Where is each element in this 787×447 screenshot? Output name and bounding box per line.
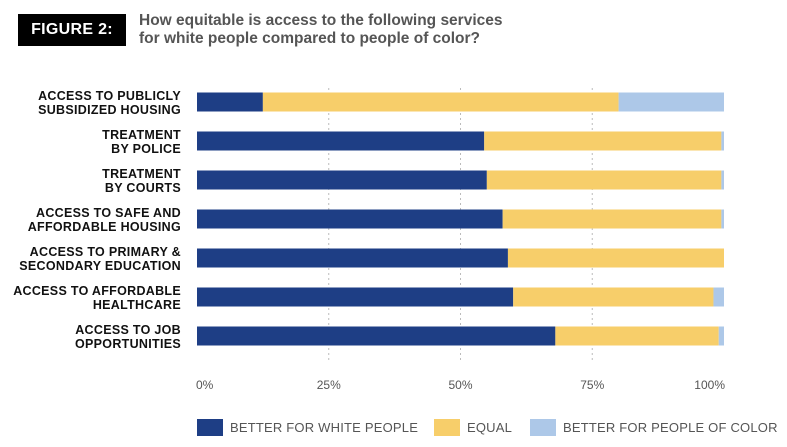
- legend-swatch-better-white: [197, 419, 223, 436]
- x-tick-label-0: 0%: [196, 378, 214, 392]
- category-label-6-line-2: HEALTHCARE: [93, 298, 181, 312]
- chart-title-line-2: for white people compared to people of c…: [139, 30, 481, 47]
- bar-segment-1-2: [262, 92, 619, 112]
- bar-segment-2-1: [197, 131, 485, 151]
- category-label-1-line-2: SUBSIDIZED HOUSING: [38, 103, 181, 117]
- bar-segment-1-3: [618, 92, 724, 112]
- bar-segment-6-1: [197, 287, 514, 307]
- x-tick-label-50: 50%: [448, 378, 472, 392]
- legend-label-equal: EQUAL: [467, 420, 513, 435]
- category-label-1-line-1: ACCESS TO PUBLICLY: [38, 89, 181, 103]
- category-label-7-line-1: ACCESS TO JOB: [75, 323, 181, 337]
- x-tick-label-75: 75%: [580, 378, 604, 392]
- bar-segment-6-2: [513, 287, 714, 307]
- x-tick-label-100: 100%: [694, 378, 725, 392]
- category-label-4-line-1: ACCESS TO SAFE AND: [36, 206, 181, 220]
- legend-label-better-poc: BETTER FOR PEOPLE OF COLOR: [563, 420, 778, 435]
- category-label-4-line-2: AFFORDABLE HOUSING: [28, 220, 181, 234]
- chart-title: How equitable is access to the following…: [139, 12, 659, 48]
- figure-label: FIGURE 2:: [18, 14, 126, 46]
- bar-segment-2-3: [721, 131, 724, 151]
- category-label-2-line-1: TREATMENT: [102, 128, 181, 142]
- category-label-2-line-2: BY POLICE: [111, 142, 181, 156]
- legend-swatch-better-poc: [530, 419, 556, 436]
- category-label-3-line-1: TREATMENT: [102, 167, 181, 181]
- bar-segment-4-1: [197, 209, 503, 229]
- bar-segment-3-2: [486, 170, 722, 190]
- bar-segment-4-3: [721, 209, 724, 229]
- bar-segment-6-3: [713, 287, 724, 307]
- legend-item-equal: EQUAL: [434, 419, 512, 436]
- bar-segment-2-2: [484, 131, 722, 151]
- bar-segment-5-1: [197, 248, 508, 268]
- legend-swatch-equal: [434, 419, 460, 436]
- category-label-3-line-2: BY COURTS: [105, 181, 181, 195]
- bar-segment-7-3: [718, 326, 724, 346]
- legend-item-better-poc: BETTER FOR PEOPLE OF COLOR: [530, 419, 778, 436]
- category-label-7-line-2: OPPORTUNITIES: [75, 337, 181, 351]
- bar-segment-3-1: [197, 170, 487, 190]
- x-tick-label-25: 25%: [317, 378, 341, 392]
- bar-segment-7-2: [555, 326, 719, 346]
- bar-segment-5-2: [507, 248, 724, 268]
- legend-label-better-white: BETTER FOR WHITE PEOPLE: [230, 420, 419, 435]
- category-label-6-line-1: ACCESS TO AFFORDABLE: [13, 284, 181, 298]
- bar-segment-7-1: [197, 326, 556, 346]
- category-label-5-line-1: ACCESS TO PRIMARY &: [30, 245, 181, 259]
- bar-segment-4-2: [502, 209, 722, 229]
- bar-segment-3-3: [721, 170, 724, 190]
- bar-segment-1-1: [197, 92, 263, 112]
- chart-title-line-1: How equitable is access to the following…: [139, 12, 503, 29]
- legend-item-better-white: BETTER FOR WHITE PEOPLE: [197, 419, 418, 436]
- category-label-5-line-2: SECONDARY EDUCATION: [19, 259, 181, 273]
